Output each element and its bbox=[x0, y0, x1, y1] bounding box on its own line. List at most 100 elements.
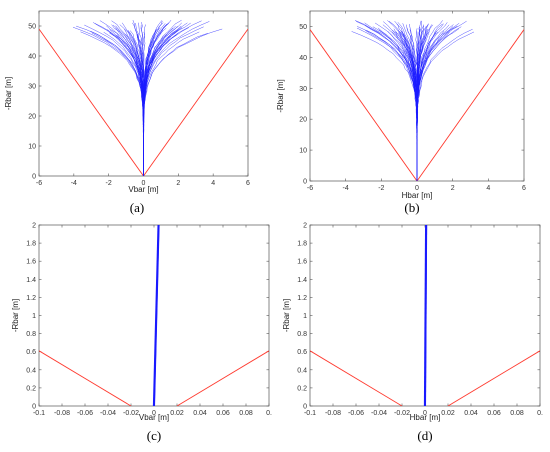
x-axis-label: Hbar [m] bbox=[410, 413, 441, 422]
trajectory-line bbox=[387, 20, 418, 181]
y-tick-label: 1.6 bbox=[26, 259, 36, 266]
y-tick-label: 1 bbox=[303, 313, 307, 320]
approach-cone-line bbox=[310, 350, 403, 406]
trajectory-line bbox=[423, 225, 426, 406]
trajectory-line bbox=[416, 31, 429, 181]
trajectory-line bbox=[109, 32, 144, 176]
x-axis-label: Vbar [m] bbox=[128, 185, 158, 194]
x-tick-label: -0.06 bbox=[77, 410, 93, 417]
trajectory-line bbox=[416, 26, 462, 181]
x-tick-label: -6 bbox=[307, 185, 313, 192]
x-tick-label: 0 bbox=[152, 410, 156, 417]
x-tick-label: -6 bbox=[36, 180, 42, 187]
y-tick-label: 20 bbox=[299, 117, 307, 124]
panel-4: -0.1 -0.08 -0.06 -0.04 -0.02 0 0.02 0.04 0.06 0.0… bbox=[282, 223, 543, 444]
plot-area bbox=[39, 19, 248, 176]
panel-2: -6 -4 -2 0 2 4 6 0 10 20 30 40 50 Hbar [m] -Rbar [m] (b… bbox=[276, 10, 526, 215]
panel-1: -6 -4 -2 0 2 4 6 0 10 20 30 40 50 Vbar [m] -Rbar [m] (a… bbox=[4, 10, 250, 215]
panel-3: -0.1 -0.08 -0.06 -0.04 -0.02 0 0.02 0.04 0.06 0.0… bbox=[11, 223, 272, 444]
x-tick-label: 6 bbox=[522, 185, 526, 192]
y-tick-label: 0.8 bbox=[26, 331, 36, 338]
trajectory-line bbox=[142, 23, 166, 176]
plot-area bbox=[39, 225, 269, 406]
x-tick-label: -4 bbox=[343, 185, 349, 192]
y-tick-label: 0 bbox=[303, 404, 307, 411]
x-tick-label: -0.1 bbox=[33, 410, 45, 417]
x-tick-label: 0. bbox=[266, 410, 272, 417]
x-tick-label: -2 bbox=[106, 180, 112, 187]
y-tick-label: 0 bbox=[32, 174, 36, 181]
y-tick-label: 0.2 bbox=[297, 385, 307, 392]
y-tick-label: 10 bbox=[28, 144, 36, 151]
approach-cone-line bbox=[39, 28, 248, 176]
trajectory-line bbox=[143, 26, 204, 176]
y-tick-label: 0.6 bbox=[26, 349, 36, 356]
y-tick-label: 50 bbox=[299, 24, 307, 31]
y-tick-label: 40 bbox=[299, 55, 307, 62]
x-tick-label: 0. bbox=[537, 410, 543, 417]
trajectory-line bbox=[416, 31, 439, 181]
approach-cone-line bbox=[310, 29, 524, 181]
x-tick-label: -0.02 bbox=[123, 410, 139, 417]
x-tick-label: 0.08 bbox=[510, 410, 524, 417]
y-tick-label: 2 bbox=[303, 223, 307, 230]
x-tick-label: 2 bbox=[451, 185, 455, 192]
y-tick-label: 30 bbox=[28, 84, 36, 91]
panel-caption: (b) bbox=[404, 200, 419, 215]
x-tick-label: 0.04 bbox=[464, 410, 478, 417]
y-tick-label: 0.4 bbox=[26, 367, 36, 374]
panel-caption: (c) bbox=[147, 428, 161, 443]
y-axis-label: -Rbar [m] bbox=[4, 77, 13, 110]
trajectory-line bbox=[364, 22, 418, 181]
y-tick-label: 1.4 bbox=[26, 277, 36, 284]
y-tick-label: 1.6 bbox=[297, 259, 307, 266]
trajectory-line bbox=[143, 31, 200, 176]
y-tick-label: 0.2 bbox=[26, 385, 36, 392]
x-tick-label: 0.02 bbox=[170, 410, 184, 417]
y-tick-label: 1 bbox=[32, 313, 36, 320]
x-tick-label: 0.04 bbox=[193, 410, 207, 417]
x-tick-label: 0.06 bbox=[487, 410, 501, 417]
y-tick-label: 40 bbox=[28, 54, 36, 61]
trajectory-line bbox=[351, 31, 418, 181]
y-tick-label: 1.4 bbox=[297, 277, 307, 284]
panel-caption: (a) bbox=[130, 200, 144, 215]
trajectory-line bbox=[109, 29, 144, 176]
y-axis-label: -Rbar [m] bbox=[11, 299, 20, 332]
x-tick-label: -0.02 bbox=[394, 410, 410, 417]
x-axis-label: Hbar [m] bbox=[402, 191, 433, 200]
y-tick-label: 50 bbox=[28, 24, 36, 31]
y-tick-label: 0.8 bbox=[297, 331, 307, 338]
trajectory-line bbox=[132, 20, 144, 176]
y-tick-label: 1.8 bbox=[26, 241, 36, 248]
x-tick-label: -0.08 bbox=[325, 410, 341, 417]
x-tick-label: 0.08 bbox=[239, 410, 253, 417]
trajectory-line bbox=[416, 28, 473, 181]
x-axis-label: Vbar [m] bbox=[139, 413, 169, 422]
y-axis-label: -Rbar [m] bbox=[282, 299, 291, 332]
trajectory-line bbox=[416, 28, 460, 181]
y-tick-label: 10 bbox=[299, 148, 307, 155]
trajectory-line bbox=[154, 225, 160, 406]
panel-caption: (d) bbox=[417, 428, 432, 443]
x-tick-label: -2 bbox=[378, 185, 384, 192]
trajectory-line bbox=[152, 225, 159, 406]
x-tick-label: -0.04 bbox=[371, 410, 387, 417]
y-tick-label: 2 bbox=[32, 223, 36, 230]
y-tick-label: 30 bbox=[299, 86, 307, 93]
trajectory-line bbox=[377, 27, 418, 181]
plot-area bbox=[310, 225, 540, 406]
x-tick-label: 4 bbox=[211, 180, 215, 187]
y-axis-label: -Rbar [m] bbox=[276, 79, 285, 112]
approach-cone-line bbox=[447, 350, 540, 406]
trajectory-line bbox=[424, 225, 427, 406]
y-tick-label: 0 bbox=[32, 404, 36, 411]
approach-cone-line bbox=[39, 350, 132, 406]
x-tick-label: 0 bbox=[142, 180, 146, 187]
trajectory-line bbox=[356, 21, 418, 181]
y-tick-label: 20 bbox=[28, 114, 36, 121]
x-tick-label: 0 bbox=[415, 185, 419, 192]
trajectory-line bbox=[425, 225, 428, 406]
approach-cone-line bbox=[176, 350, 269, 406]
